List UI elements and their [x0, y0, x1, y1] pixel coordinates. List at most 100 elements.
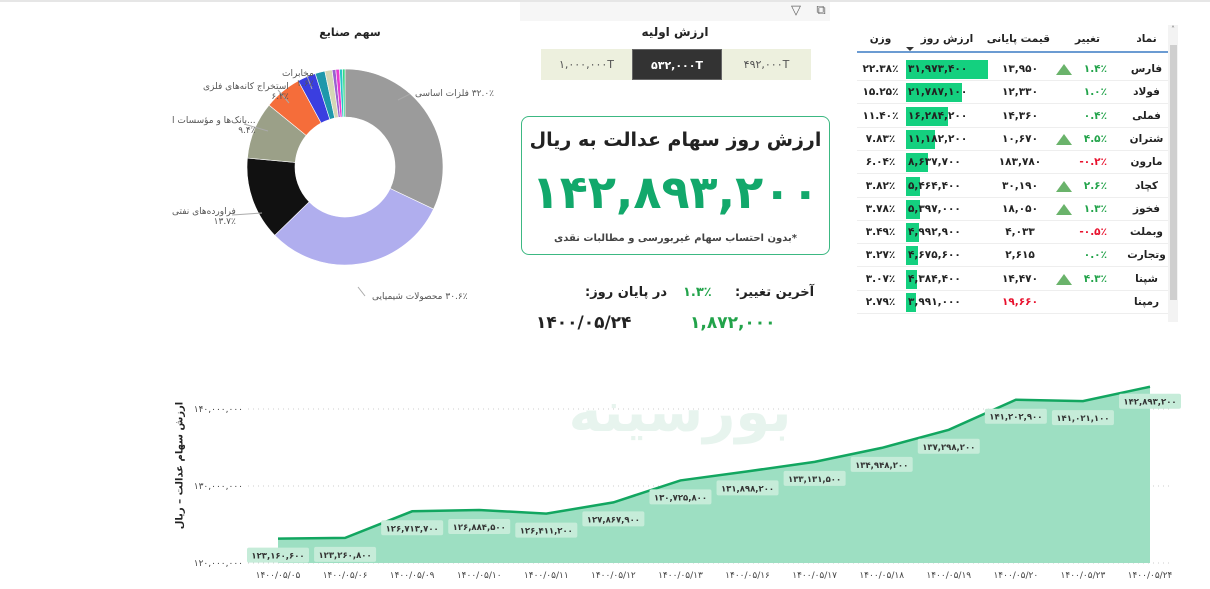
pie-label-pct: ۹.۴٪	[238, 126, 256, 136]
change-percent: ۰.۴٪	[1083, 109, 1107, 122]
slicer-option-532000[interactable]: ۵۳۲,۰۰۰T	[632, 49, 722, 80]
pie-label: فراورده‌های نفتی ۱۳.۷٪	[172, 207, 236, 227]
value-bar	[906, 246, 918, 266]
header-value[interactable]: ارزش روز	[904, 25, 990, 51]
cell-symbol: فملی	[1132, 109, 1161, 122]
table-row[interactable]: شتران ۴.۵٪ ۱۰,۶۷۰ ۱۱,۱۸۲,۲۰۰ ۷.۸۳٪	[857, 128, 1168, 151]
change-percent: ۰.۰٪	[1083, 249, 1107, 262]
x-tick-label: ۱۴۰۰/۰۵/۰۶	[323, 571, 368, 581]
data-label-bg	[649, 489, 712, 505]
cell-symbol: مارون	[1130, 156, 1163, 169]
value-text: ۴,۹۹۲,۹۰۰	[908, 226, 961, 239]
leader-line	[231, 212, 263, 216]
cell-change: -۰.۲٪	[1050, 151, 1125, 173]
pie-label: ...بانک‌ها و مؤسسات ا ۹.۴٪	[172, 116, 256, 136]
table-row[interactable]: فملی ۰.۴٪ ۱۴,۳۶۰ ۱۶,۲۸۴,۲۰۰ ۱۱.۴۰٪	[857, 105, 1168, 128]
cell-close: ۲,۶۱۵	[1005, 249, 1035, 262]
table-row[interactable]: فخوز ۱.۳٪ ۱۸,۰۵۰ ۵,۳۹۷,۰۰۰ ۳.۷۸٪	[857, 198, 1168, 221]
leader-line	[306, 75, 313, 90]
data-label: ۱۳۰,۷۲۵,۸۰۰	[654, 493, 707, 503]
value-bar	[906, 83, 962, 103]
last-change-label: آخرین تغییر:	[735, 285, 815, 300]
pie-slice-1[interactable]	[274, 188, 434, 266]
table-row[interactable]: شپنا ۴.۳٪ ۱۴,۴۷۰ ۴,۳۸۴,۴۰۰ ۳.۰۷٪	[857, 268, 1168, 291]
table-row[interactable]: وبملت -۰.۵٪ ۴,۰۳۳ ۴,۹۹۲,۹۰۰ ۳.۴۹٪	[857, 221, 1168, 245]
data-label: ۱۲۳,۱۶۰,۶۰۰	[251, 552, 304, 562]
cell-value: ۴,۶۷۵,۶۰۰	[904, 244, 990, 266]
table-row[interactable]: فارس ۱.۴٪ ۱۳,۹۵۰ ۳۱,۹۷۳,۴۰۰ ۲۲.۳۸٪	[857, 58, 1168, 81]
data-label-bg	[917, 438, 980, 454]
change-percent: ۴.۳٪	[1083, 272, 1107, 285]
data-label: ۱۳۷,۲۹۸,۲۰۰	[922, 443, 975, 453]
header-change[interactable]: تغییر	[1075, 33, 1100, 45]
value-bar	[906, 269, 918, 289]
y-tick-label: ۱۲۰,۰۰۰,۰۰۰	[194, 559, 243, 569]
data-label-bg	[381, 520, 444, 536]
data-label: ۱۴۱,۰۲۱,۱۰۰	[1056, 414, 1109, 424]
data-label: ۱۳۴,۹۴۸,۲۰۰	[855, 461, 908, 471]
scrollbar-thumb[interactable]	[1170, 45, 1177, 300]
filter-icon[interactable]: ▽	[791, 3, 801, 18]
x-tick-label: ۱۴۰۰/۰۵/۱۲	[591, 571, 636, 581]
cell-symbol: شتران	[1129, 132, 1164, 145]
x-tick-label: ۱۴۰۰/۰۵/۲۴	[1128, 571, 1173, 581]
cell-weight: ۳.۴۹٪	[865, 226, 896, 239]
card-note: *بدون احتساب سهام غیربورسی و مطالبات نقد…	[554, 233, 797, 244]
cell-weight: ۱۱.۴۰٪	[862, 109, 899, 122]
cell-change: ۲.۶٪	[1050, 175, 1125, 197]
cell-value: ۵,۳۹۷,۰۰۰	[904, 198, 990, 220]
table-row[interactable]: کچاد ۲.۶٪ ۳۰,۱۹۰ ۵,۴۶۴,۴۰۰ ۳.۸۲٪	[857, 175, 1168, 198]
cell-close: ۱۰,۶۷۰	[1001, 132, 1039, 145]
value-text: ۲۱,۷۸۷,۱۰۰	[908, 86, 968, 99]
value-text: ۴,۳۸۴,۴۰۰	[908, 272, 961, 285]
data-label: ۱۲۶,۷۱۳,۷۰۰	[386, 524, 439, 534]
data-label-bg	[247, 547, 309, 563]
table-row[interactable]: وتجارت ۰.۰٪ ۲,۶۱۵ ۴,۶۷۵,۶۰۰ ۳.۲۷٪	[857, 244, 1168, 268]
data-label-bg	[1119, 393, 1181, 409]
area-fill	[278, 386, 1150, 563]
cell-value: ۱۶,۲۸۴,۲۰۰	[904, 105, 990, 127]
header-weight[interactable]: وزن	[869, 33, 892, 45]
scroll-up-icon[interactable]: ˄	[1171, 25, 1175, 34]
industry-donut-chart	[231, 68, 444, 297]
cell-close: ۱۸,۰۵۰	[1001, 202, 1039, 215]
change-amount: ۱,۸۷۲,۰۰۰	[690, 313, 776, 333]
pie-label-name: استخراج کانه‌های فلزی	[203, 82, 289, 92]
data-label-bg	[515, 522, 578, 538]
cell-close: ۴,۰۳۳	[1005, 226, 1035, 239]
data-label-bg	[582, 511, 645, 527]
x-tick-label: ۱۴۰۰/۰۵/۱۸	[859, 571, 904, 581]
pie-slice-0[interactable]	[344, 68, 444, 210]
value-text: ۳۱,۹۷۳,۴۰۰	[908, 63, 968, 75]
value-text: ۱۶,۲۸۴,۲۰۰	[908, 109, 968, 122]
cell-change: ۱.۰٪	[1050, 81, 1125, 103]
table-row[interactable]: رمپنا ۱۹,۶۶۰ ۳,۹۹۱,۰۰۰ ۲.۷۹٪	[857, 291, 1168, 314]
change-percent: ۴.۵٪	[1083, 132, 1107, 145]
card-value: ۱۴۲,۸۹۳,۲۰۰	[531, 165, 820, 219]
x-tick-label: ۱۴۰۰/۰۵/۱۷	[792, 571, 837, 581]
cell-weight: ۶.۰۴٪	[865, 156, 896, 169]
table-row[interactable]: مارون -۰.۲٪ ۱۸۳,۷۸۰ ۸,۶۳۷,۷۰۰ ۶.۰۴٪	[857, 151, 1168, 175]
data-label-bg	[783, 470, 846, 486]
cell-weight: ۳.۰۷٪	[865, 272, 896, 285]
pie-title: سهم صنایع	[319, 26, 381, 39]
header-symbol[interactable]: نماد	[1136, 33, 1157, 45]
header-close[interactable]: قیمت پایانی	[986, 33, 1050, 45]
focus-mode-icon[interactable]: ⧉	[816, 3, 826, 18]
watermark-logo: بورسینه	[568, 380, 792, 445]
slicer-title: ارزش اولیه	[641, 25, 709, 39]
pie-slice[interactable]	[342, 68, 346, 118]
cell-symbol: کچاد	[1134, 179, 1158, 192]
slicer-option-492000[interactable]: ۴۹۲,۰۰۰T	[722, 49, 811, 80]
change-percent: ۱.۰٪	[1083, 86, 1107, 99]
data-label-bg	[984, 408, 1047, 424]
cell-change: ۴.۳٪	[1050, 268, 1125, 290]
value-bar	[906, 129, 935, 149]
value-text: ۱۱,۱۸۲,۲۰۰	[908, 132, 968, 145]
pie-label-name: محصولات شیمیایی	[372, 292, 443, 302]
pie-label-name: فراورده‌های نفتی	[172, 207, 236, 217]
table-row[interactable]: فولاد ۱.۰٪ ۱۲,۳۳۰ ۲۱,۷۸۷,۱۰۰ ۱۵.۲۵٪	[857, 81, 1168, 105]
pie-label: ۳۲.۰٪ فلزات اساسی	[415, 89, 494, 99]
data-label-bg	[448, 518, 511, 534]
slicer-option-1000000[interactable]: ۱,۰۰۰,۰۰۰T	[541, 49, 632, 80]
